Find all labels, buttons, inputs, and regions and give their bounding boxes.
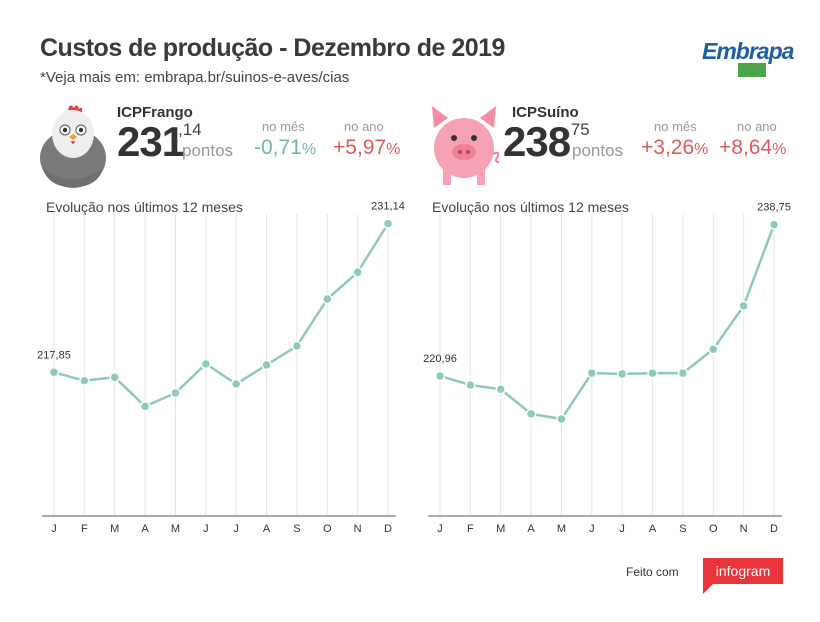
x-tick-label: A — [527, 523, 535, 535]
data-point — [647, 367, 658, 379]
x-tick-label: M — [557, 523, 566, 535]
data-point — [291, 340, 303, 352]
logo-text: Embrapa — [702, 38, 794, 64]
data-point — [495, 383, 506, 395]
kpi-suino-name: ICPSuíno — [512, 104, 579, 121]
page-title: Custos de produção - Dezembro de 2019 — [40, 34, 505, 62]
x-tick-label: O — [709, 523, 718, 535]
kpi-frango-unit: pontos — [182, 141, 234, 160]
data-point — [768, 219, 780, 230]
data-label: 231,14 — [371, 201, 405, 213]
data-point — [586, 367, 598, 379]
frango-month-value: -0,71% — [254, 136, 317, 159]
frango-year-value: +5,97% — [333, 136, 401, 159]
frango-month-label: no mês — [262, 119, 305, 134]
data-point — [170, 387, 181, 399]
data-point — [556, 413, 567, 425]
kpi-frango-value: 231 — [117, 118, 185, 165]
data-point — [200, 358, 212, 370]
x-tick-label: M — [110, 523, 119, 535]
data-point — [230, 378, 242, 390]
infogram-badge-tail — [703, 584, 713, 594]
x-tick-label: N — [354, 523, 362, 535]
x-tick-label: J — [203, 523, 209, 535]
data-point — [434, 370, 446, 382]
kpi-suino-value: 238 — [503, 118, 571, 165]
x-tick-label: O — [323, 523, 332, 535]
data-point — [139, 401, 151, 412]
data-label: 238,75 — [757, 202, 791, 214]
x-tick-label: F — [467, 523, 474, 535]
made-with-label: Feito com — [626, 565, 679, 579]
suino-year-label: no ano — [737, 119, 777, 134]
x-tick-label: J — [233, 523, 239, 535]
suino-month-label: no mês — [654, 119, 697, 134]
x-tick-label: J — [51, 523, 57, 535]
infogram-badge[interactable]: infogram — [703, 558, 783, 584]
x-tick-label: M — [171, 523, 180, 535]
chart-frango: J F M A M J J A S O N D 217,85 231,14 — [37, 201, 405, 535]
x-tick-label: S — [679, 523, 686, 535]
kpi-suino-unit: pontos — [572, 141, 624, 160]
data-point — [48, 367, 60, 378]
logo-bar — [738, 63, 766, 77]
series-line — [439, 224, 776, 421]
frango-year-label: no ano — [344, 119, 384, 134]
data-point — [322, 293, 333, 305]
kpi-frango-decimal: ,14 — [178, 120, 202, 139]
chart-suino-title: Evolução nos últimos 12 meses — [432, 199, 629, 215]
x-tick-label: D — [770, 523, 778, 535]
data-point — [616, 368, 628, 380]
pig-icon — [432, 106, 500, 185]
x-tick-label: D — [384, 523, 392, 535]
suino-year-value: +8,64% — [719, 136, 787, 159]
data-point — [525, 408, 537, 420]
chart-suino: J F M A M J J A S O N D 220,96 238,75 — [423, 202, 791, 535]
data-point — [677, 367, 689, 379]
x-tick-label: A — [141, 523, 149, 535]
data-point — [79, 375, 90, 386]
suino-month-value: +3,26% — [641, 136, 709, 159]
x-tick-label: J — [437, 523, 443, 535]
data-point — [352, 266, 363, 278]
data-point — [465, 379, 476, 391]
x-tick-label: N — [740, 523, 748, 535]
data-point — [738, 300, 749, 312]
kpi-frango-name: ICPFrango — [117, 104, 193, 121]
data-label: 220,96 — [423, 353, 457, 365]
chart-frango-title: Evolução nos últimos 12 meses — [46, 199, 243, 215]
kpi-suino-decimal: ,75 — [566, 120, 590, 139]
data-point — [382, 218, 394, 229]
x-tick-label: F — [81, 523, 88, 535]
embrapa-logo: Embrapa — [702, 34, 794, 78]
x-tick-label: M — [496, 523, 505, 535]
data-point — [708, 344, 719, 355]
page-subtitle: *Veja mais em: embrapa.br/suinos-e-aves/… — [40, 69, 350, 86]
x-tick-label: J — [589, 523, 595, 535]
data-point — [109, 372, 120, 383]
x-tick-label: A — [649, 523, 657, 535]
x-tick-label: A — [263, 523, 271, 535]
data-label: 217,85 — [37, 349, 71, 361]
x-tick-label: J — [619, 523, 625, 535]
series-line — [53, 222, 390, 408]
data-point — [261, 359, 272, 371]
x-tick-label: S — [293, 523, 300, 535]
chicken-icon — [40, 105, 106, 188]
